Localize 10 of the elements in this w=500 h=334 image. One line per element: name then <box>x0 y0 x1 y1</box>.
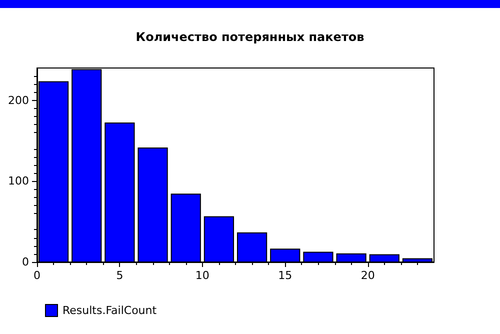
y-tick-label: 0 <box>22 256 29 268</box>
x-tick-label: 5 <box>116 269 124 282</box>
y-tick-label: 200 <box>8 94 29 107</box>
chart-title: Количество потерянных пакетов <box>136 30 365 44</box>
x-tick-label: 15 <box>278 269 292 282</box>
x-tick-label: 10 <box>195 269 210 282</box>
legend-label: Results.FailCount <box>62 304 158 317</box>
x-tick-label: 0 <box>34 269 40 282</box>
y-tick-label: 100 <box>8 174 29 188</box>
x-tick-label: 20 <box>360 269 375 282</box>
